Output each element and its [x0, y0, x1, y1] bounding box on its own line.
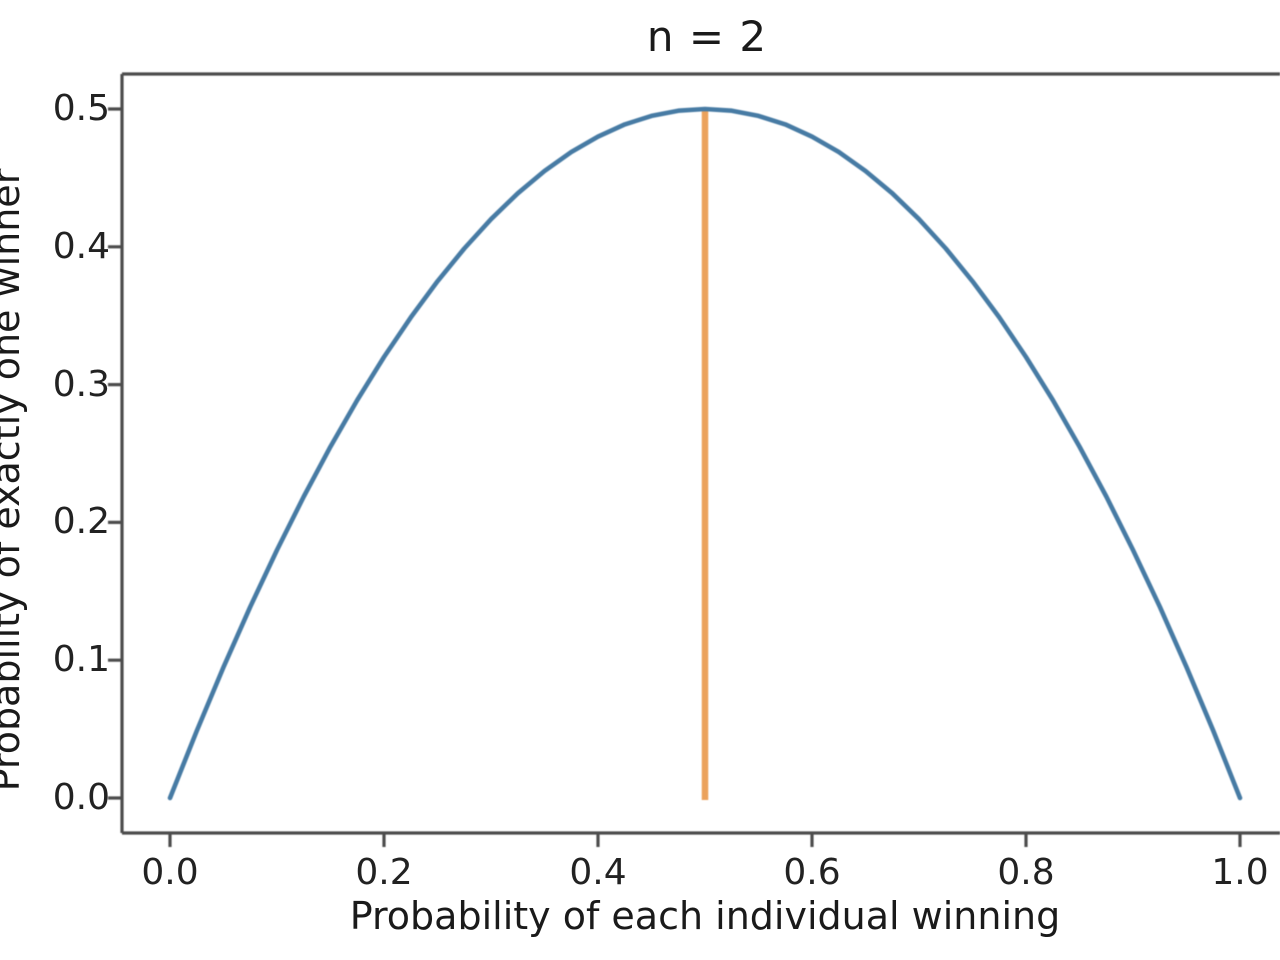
x-axis-label: Probability of each individual winning	[349, 894, 1061, 938]
y-tick-label: 0.2	[52, 501, 110, 543]
tick-marks	[108, 107, 1242, 847]
y-tick-label: 0.3	[52, 363, 110, 405]
axis-spine	[120, 72, 1280, 835]
x-tick-label: 0.8	[997, 852, 1055, 893]
y-tick-label: 0.0	[52, 777, 110, 818]
x-tick-label: 1.0	[1211, 852, 1269, 893]
chart-title: n = 2	[646, 12, 768, 61]
y-tick-label: 0.4	[52, 225, 110, 267]
x-tick-label: 0.6	[783, 852, 841, 893]
x-tick-label: 0.2	[355, 852, 413, 893]
curve-line	[167, 106, 1243, 801]
x-tick-label: 0.4	[569, 852, 627, 893]
x-tick-label: 0.0	[141, 852, 199, 893]
y-tick-label: 0.5	[52, 88, 110, 129]
y-tick-label: 0.1	[52, 639, 110, 681]
